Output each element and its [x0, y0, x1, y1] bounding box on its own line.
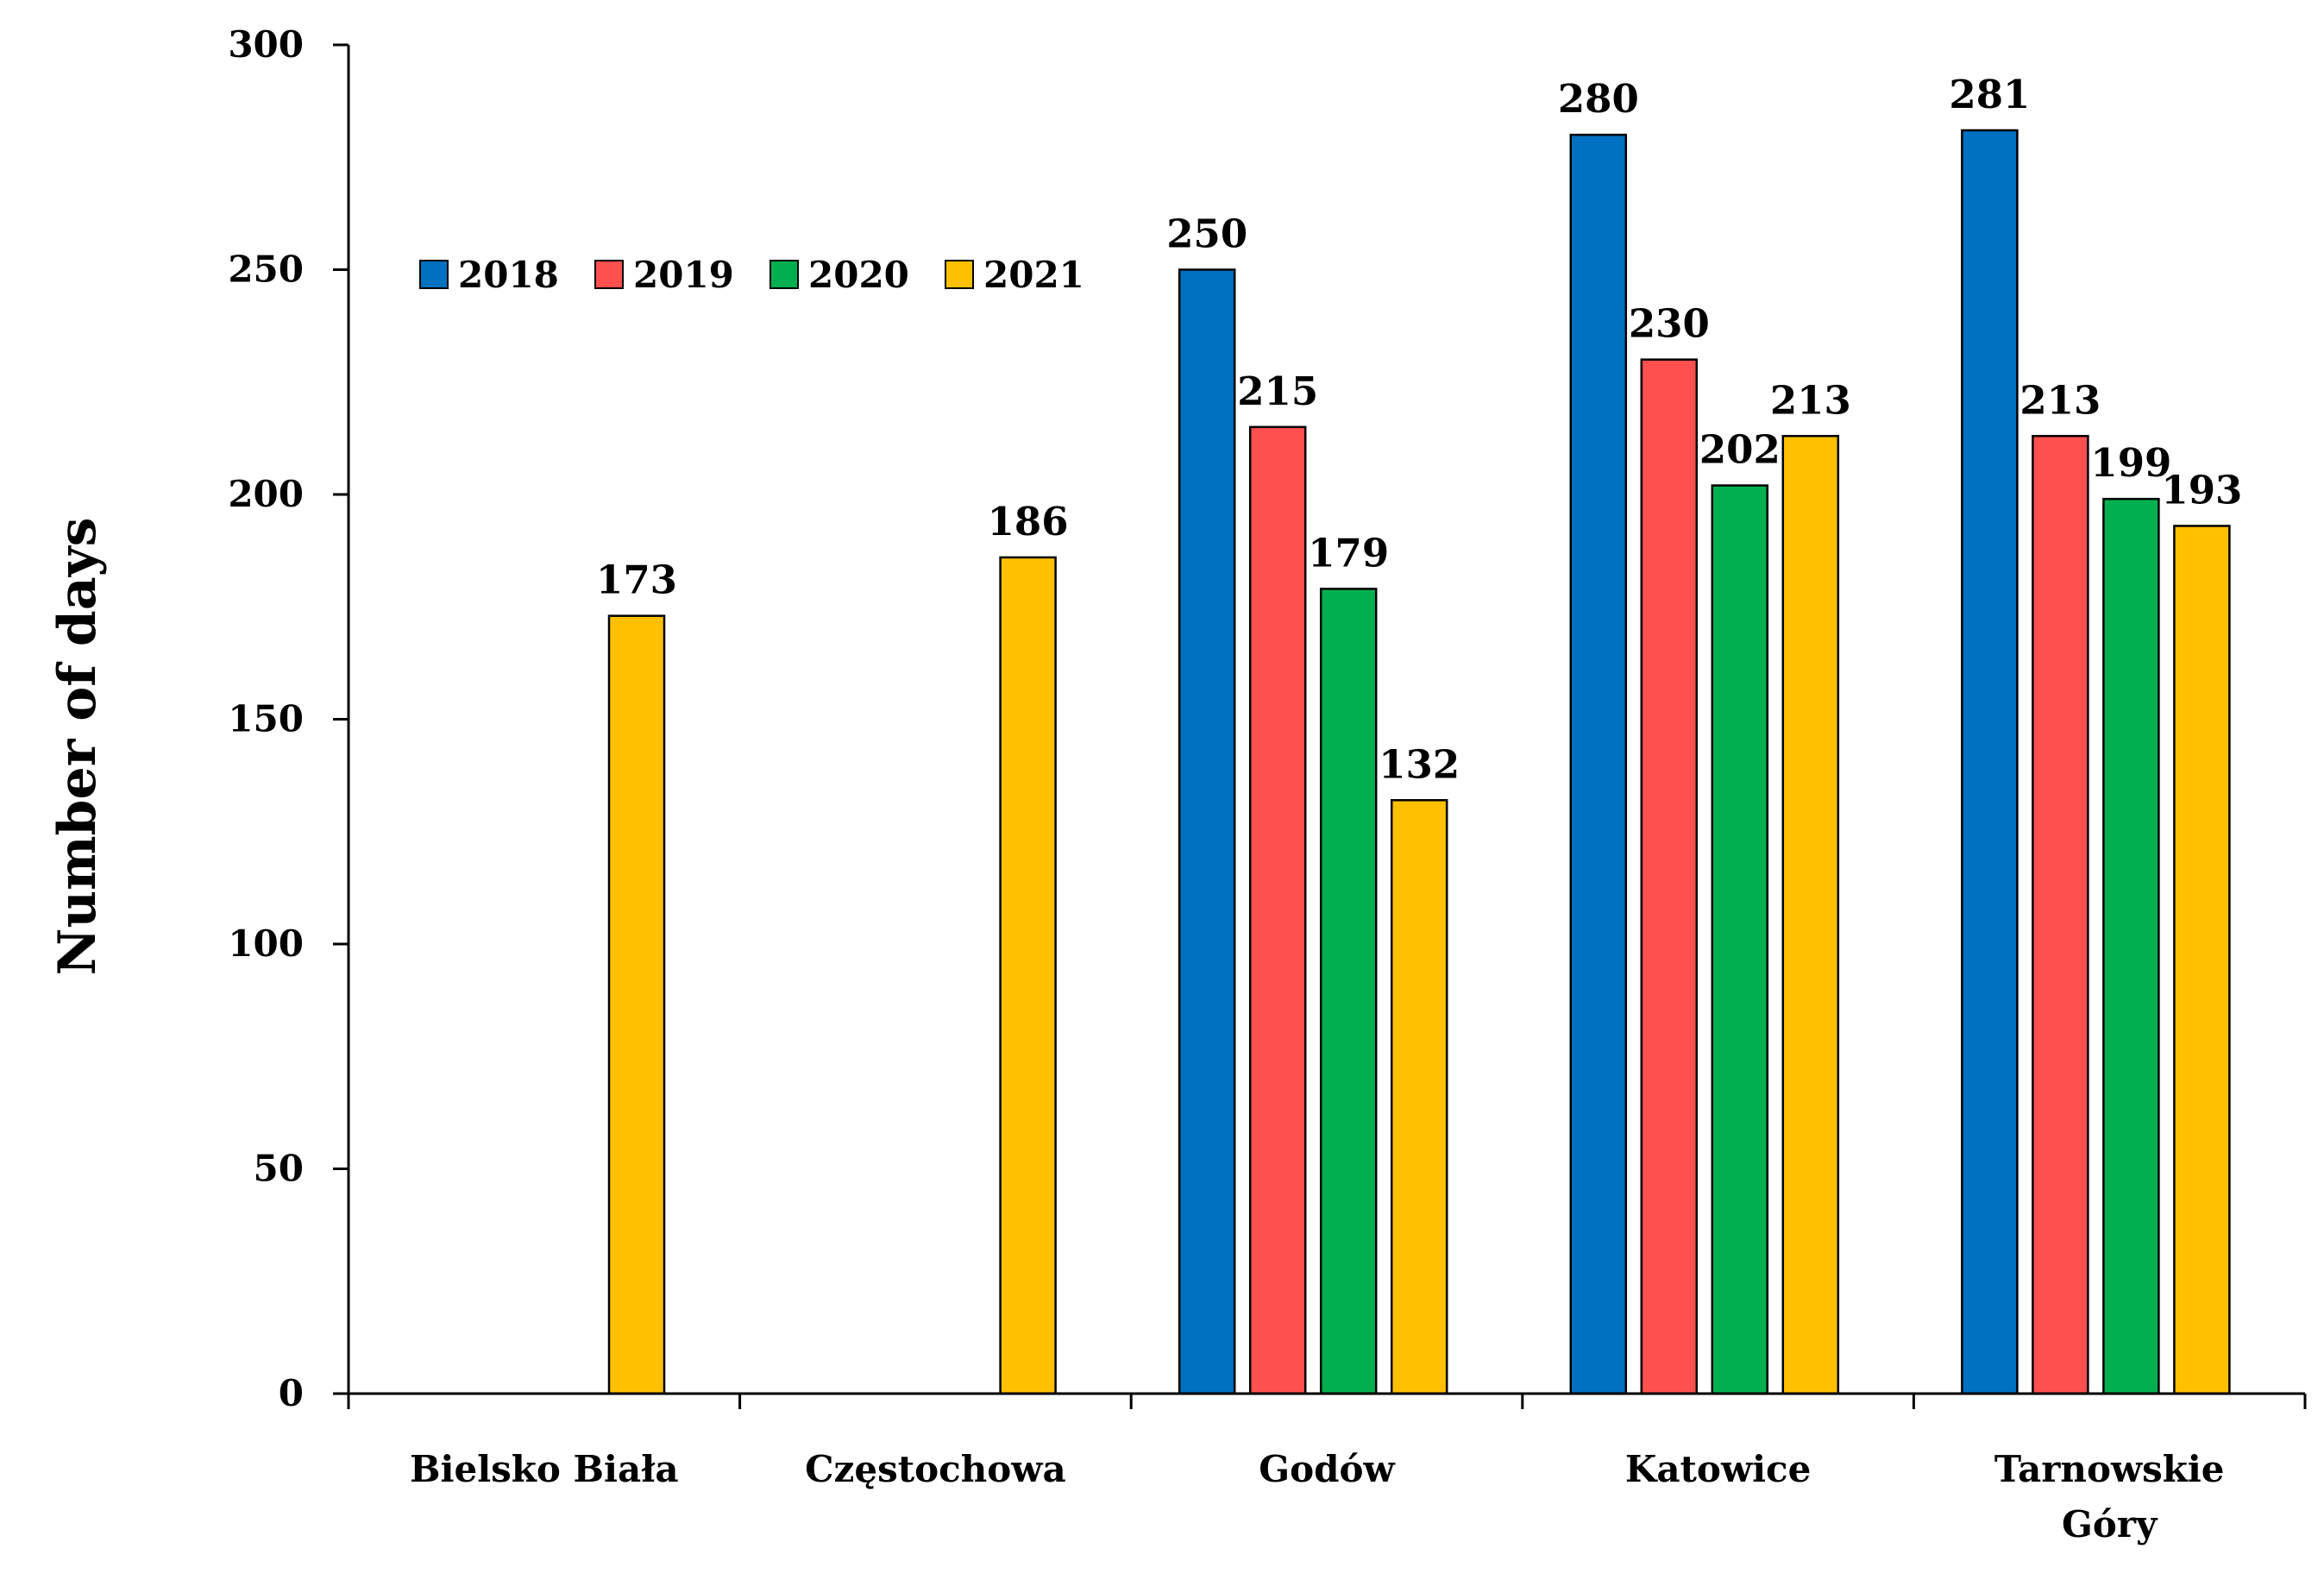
- category-label: Częstochowa: [805, 1448, 1066, 1490]
- data-label: 193: [2161, 467, 2242, 513]
- y-tick-label: 150: [228, 698, 304, 740]
- data-label: 281: [1949, 72, 2030, 117]
- bar: [2102, 497, 2160, 1395]
- bar: [1781, 435, 1840, 1395]
- legend-swatch: [945, 260, 974, 289]
- data-label: 230: [1629, 301, 1710, 347]
- data-label: 202: [1699, 427, 1781, 473]
- category-label: Godów: [1259, 1448, 1395, 1490]
- data-label: 132: [1379, 741, 1460, 787]
- data-label: 213: [2019, 377, 2101, 423]
- y-axis-title-group: Number of days: [47, 518, 108, 976]
- y-axis-title: Number of days: [47, 518, 108, 976]
- bar: [1711, 484, 1769, 1395]
- legend-label: 2018: [458, 254, 559, 296]
- bar: [1961, 129, 2019, 1395]
- legend-label: 2020: [808, 254, 909, 296]
- category-label: Góry: [2062, 1503, 2158, 1545]
- y-tick-label: 50: [254, 1148, 304, 1190]
- y-tick-label: 200: [228, 473, 304, 515]
- category-labels: Bielsko Biała Częstochowa Godów Katowice Tar…: [410, 1448, 2225, 1545]
- legend-swatch: [594, 260, 624, 289]
- data-label: 173: [596, 557, 677, 603]
- category-label: Tarnowskie: [1994, 1448, 2225, 1490]
- category-label: Katowice: [1625, 1448, 1812, 1490]
- data-label: 199: [2090, 440, 2171, 486]
- y-axis-ticks: 0 50 100 150 200 250 300: [228, 23, 349, 1414]
- bar: [1390, 799, 1448, 1395]
- bar: [1319, 588, 1378, 1395]
- legend-label: 2019: [633, 254, 734, 296]
- bar: [1248, 425, 1307, 1395]
- data-label: 215: [1237, 368, 1318, 414]
- data-label: 179: [1308, 530, 1389, 576]
- bar: [607, 614, 666, 1395]
- legend-swatch: [769, 260, 799, 289]
- data-label: 186: [988, 499, 1069, 545]
- legend: 2018 2019 2020 2021: [419, 254, 1084, 296]
- y-tick-label: 100: [228, 922, 304, 965]
- y-tick-label: 300: [228, 23, 304, 66]
- legend-swatch: [419, 260, 449, 289]
- y-tick-label: 250: [228, 249, 304, 291]
- bar: [2032, 435, 2089, 1395]
- bar: [999, 556, 1057, 1395]
- bar: [1178, 268, 1236, 1395]
- legend-label: 2021: [983, 254, 1084, 296]
- data-labels: 1731862502151791322802302022132812131991…: [596, 72, 2242, 787]
- data-label: 250: [1166, 211, 1247, 257]
- bars: [607, 129, 2231, 1395]
- y-tick-label: 0: [279, 1372, 304, 1414]
- bar: [1569, 133, 1628, 1395]
- data-label: 280: [1558, 76, 1639, 122]
- bar: [2173, 525, 2231, 1395]
- data-label: 213: [1770, 377, 1851, 423]
- bar: [1640, 358, 1699, 1395]
- category-label: Bielsko Biała: [410, 1448, 679, 1490]
- x-axis-ticks: [347, 1394, 2307, 1409]
